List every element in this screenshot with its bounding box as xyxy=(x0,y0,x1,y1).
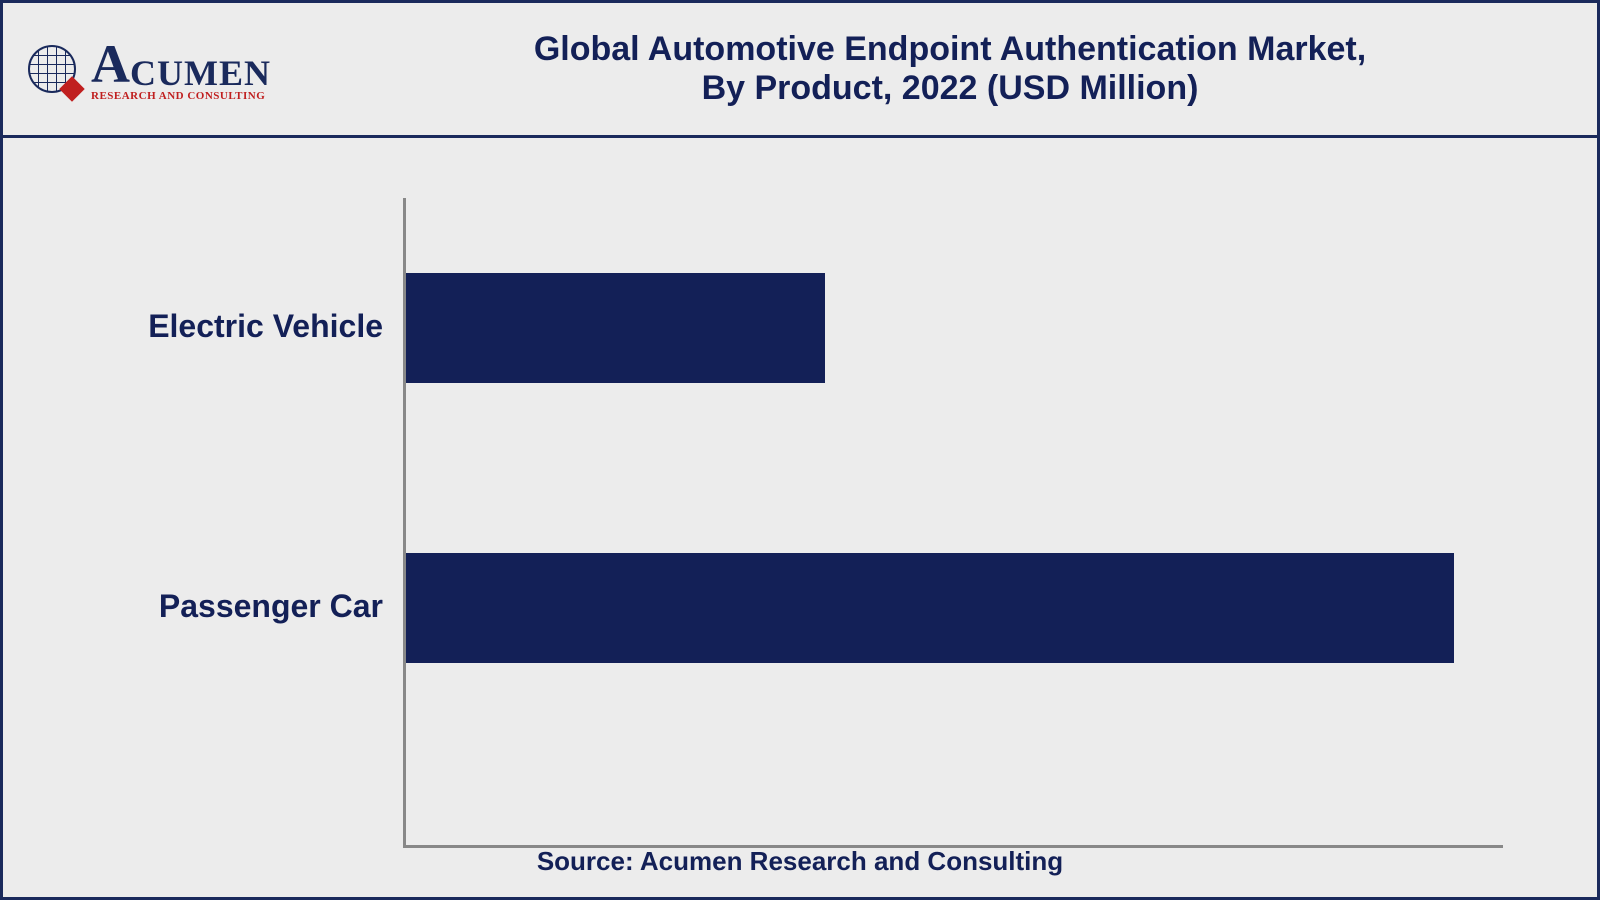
brand-logo: A CUMEN RESEARCH AND CONSULTING xyxy=(23,37,323,102)
globe-icon xyxy=(23,40,81,98)
category-label: Electric Vehicle xyxy=(43,308,383,345)
chart-title: Global Automotive Endpoint Authenticatio… xyxy=(323,30,1577,108)
bar-row xyxy=(406,553,1454,663)
chart-plot-area: Electric VehiclePassenger Car xyxy=(403,198,1503,848)
outer-frame: A CUMEN RESEARCH AND CONSULTING Global A… xyxy=(0,0,1600,900)
source-attribution: Source: Acumen Research and Consulting xyxy=(3,846,1597,877)
title-line-2: By Product, 2022 (USD Million) xyxy=(323,69,1577,108)
logo-initial: A xyxy=(91,37,130,91)
logo-tagline: RESEARCH AND CONSULTING xyxy=(91,91,271,102)
bar xyxy=(406,553,1454,663)
logo-word: CUMEN xyxy=(130,55,271,91)
bar xyxy=(406,273,825,383)
bar-row xyxy=(406,273,825,383)
category-label: Passenger Car xyxy=(43,588,383,625)
chart-body: Electric VehiclePassenger Car Source: Ac… xyxy=(3,138,1597,897)
header-band: A CUMEN RESEARCH AND CONSULTING Global A… xyxy=(3,3,1597,138)
title-line-1: Global Automotive Endpoint Authenticatio… xyxy=(323,30,1577,69)
logo-text: A CUMEN RESEARCH AND CONSULTING xyxy=(91,37,271,102)
